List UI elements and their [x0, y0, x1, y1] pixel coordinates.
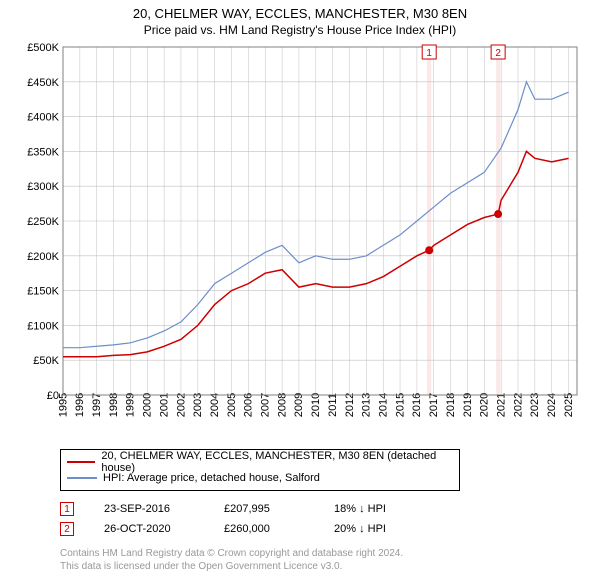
svg-text:2006: 2006	[243, 393, 255, 417]
svg-text:1: 1	[426, 48, 432, 59]
svg-text:2: 2	[495, 48, 501, 59]
chart-title-2: Price paid vs. HM Land Registry's House …	[0, 21, 600, 43]
svg-text:1998: 1998	[108, 393, 120, 417]
svg-text:2005: 2005	[226, 393, 238, 417]
svg-text:2019: 2019	[462, 393, 474, 417]
svg-text:£250K: £250K	[27, 216, 59, 228]
legend-label: 20, CHELMER WAY, ECCLES, MANCHESTER, M30…	[101, 450, 453, 474]
legend-item: 20, CHELMER WAY, ECCLES, MANCHESTER, M30…	[67, 454, 453, 470]
sale-row: 2 26-OCT-2020 £260,000 20% ↓ HPI	[60, 519, 600, 539]
sale-date: 26-OCT-2020	[104, 523, 194, 535]
svg-text:2017: 2017	[428, 393, 440, 417]
svg-text:£500K: £500K	[27, 43, 59, 54]
line-chart: £0£50K£100K£150K£200K£250K£300K£350K£400…	[15, 43, 585, 443]
svg-text:2008: 2008	[276, 393, 288, 417]
svg-text:1999: 1999	[125, 393, 137, 417]
footer-line: This data is licensed under the Open Gov…	[60, 560, 600, 573]
svg-text:2020: 2020	[479, 393, 491, 417]
svg-text:£350K: £350K	[27, 146, 59, 158]
svg-text:£200K: £200K	[27, 251, 59, 263]
svg-text:£450K: £450K	[27, 77, 59, 89]
svg-text:2015: 2015	[394, 393, 406, 417]
svg-text:1997: 1997	[91, 393, 103, 417]
sale-marker-icon: 2	[60, 522, 74, 536]
svg-text:2023: 2023	[529, 393, 541, 417]
legend-label: HPI: Average price, detached house, Salf…	[103, 472, 320, 484]
svg-text:2002: 2002	[175, 393, 187, 417]
footer-attribution: Contains HM Land Registry data © Crown c…	[60, 547, 600, 573]
svg-text:2022: 2022	[512, 393, 524, 417]
svg-text:2018: 2018	[445, 393, 457, 417]
chart-title-1: 20, CHELMER WAY, ECCLES, MANCHESTER, M30…	[0, 0, 600, 21]
svg-text:2025: 2025	[563, 393, 575, 417]
svg-text:1996: 1996	[74, 393, 86, 417]
sale-row: 1 23-SEP-2016 £207,995 18% ↓ HPI	[60, 499, 600, 519]
svg-text:2000: 2000	[142, 393, 154, 417]
svg-text:2007: 2007	[260, 393, 272, 417]
sale-delta: 18% ↓ HPI	[334, 503, 386, 515]
svg-text:2011: 2011	[327, 393, 339, 417]
sale-price: £207,995	[224, 503, 304, 515]
sale-table: 1 23-SEP-2016 £207,995 18% ↓ HPI 2 26-OC…	[60, 499, 600, 539]
svg-text:£300K: £300K	[27, 181, 59, 193]
svg-text:2013: 2013	[361, 393, 373, 417]
svg-text:£400K: £400K	[27, 112, 59, 124]
svg-text:2004: 2004	[209, 393, 221, 417]
legend: 20, CHELMER WAY, ECCLES, MANCHESTER, M30…	[60, 449, 460, 491]
svg-text:£150K: £150K	[27, 286, 59, 298]
svg-text:2010: 2010	[310, 393, 322, 417]
legend-swatch	[67, 461, 95, 463]
svg-text:1995: 1995	[57, 393, 69, 417]
svg-text:2009: 2009	[293, 393, 305, 417]
svg-text:2012: 2012	[344, 393, 356, 417]
svg-text:£100K: £100K	[27, 320, 59, 332]
sale-marker-icon: 1	[60, 502, 74, 516]
svg-text:2001: 2001	[158, 393, 170, 417]
sale-date: 23-SEP-2016	[104, 503, 194, 515]
svg-text:2016: 2016	[411, 393, 423, 417]
sale-price: £260,000	[224, 523, 304, 535]
footer-line: Contains HM Land Registry data © Crown c…	[60, 547, 600, 560]
svg-text:2014: 2014	[377, 393, 389, 417]
svg-text:2024: 2024	[546, 393, 558, 417]
sale-delta: 20% ↓ HPI	[334, 523, 386, 535]
svg-text:£50K: £50K	[33, 355, 59, 367]
svg-text:2021: 2021	[495, 393, 507, 417]
svg-text:2003: 2003	[192, 393, 204, 417]
legend-swatch	[67, 477, 97, 479]
